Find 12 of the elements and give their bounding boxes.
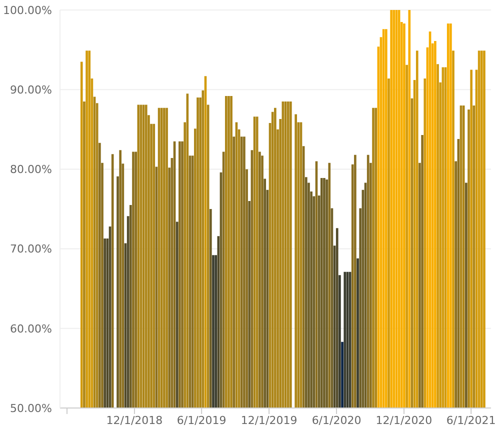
y-tick-label: 70.00% [10,242,52,256]
y-tick-label: 90.00% [10,84,52,97]
y-tick-label: 80.00% [10,163,52,176]
y-tick-label: 50.00% [10,402,52,415]
x-tick-label: 12/1/2019 [240,414,298,427]
x-tick-label: 6/1/2019 [176,414,226,427]
x-tick-label: 6/1/2021 [446,414,495,427]
x-tick-label: 6/1/2020 [312,414,362,427]
x-tick-label: 12/1/2020 [376,414,432,427]
y-tick-label: 60.00% [10,322,52,336]
x-tick-label: 12/1/2018 [106,414,163,427]
y-tick-label: 100.00% [3,4,52,17]
